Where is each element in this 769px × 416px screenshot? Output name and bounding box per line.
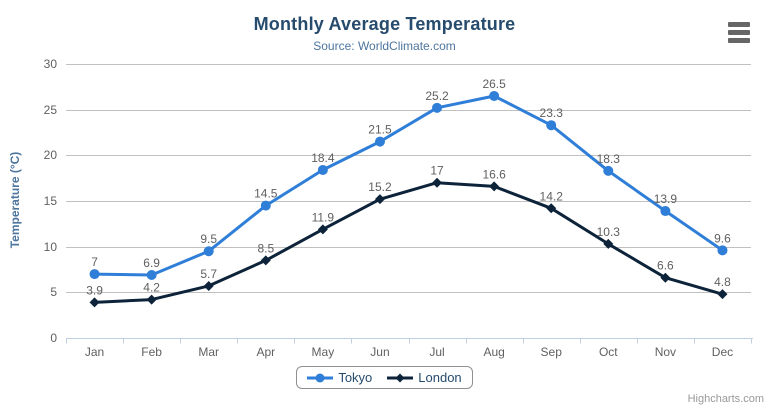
x-axis-label: Mar <box>198 345 219 359</box>
point-london-oct[interactable] <box>603 238 614 249</box>
legend-circle-marker-icon <box>307 373 334 382</box>
chart-subtitle: Source: WorldClimate.com <box>313 39 456 53</box>
data-label-london: 4.2 <box>143 281 160 295</box>
legend-item-london[interactable]: London <box>387 370 462 385</box>
point-london-nov[interactable] <box>660 272 671 283</box>
series-line-london <box>93 181 724 304</box>
data-label-tokyo: 13.9 <box>654 192 678 206</box>
legend-label: London <box>418 370 462 385</box>
series-line-tokyo <box>93 94 724 277</box>
y-axis-label: 0 <box>50 331 57 345</box>
chart-context-menu-button[interactable] <box>728 22 750 43</box>
point-london-jan[interactable] <box>89 297 100 308</box>
y-axis-label: 10 <box>44 240 58 254</box>
point-tokyo-feb[interactable] <box>146 269 157 280</box>
credits-link[interactable]: Highcharts.com <box>687 393 764 405</box>
data-label-tokyo: 14.5 <box>254 187 278 201</box>
y-axis-label: 25 <box>44 103 58 117</box>
data-label-london: 4.8 <box>714 275 731 289</box>
x-axis-label: Sep <box>541 345 563 359</box>
data-label-london: 15.2 <box>368 180 392 194</box>
data-label-tokyo: 9.6 <box>714 231 731 245</box>
data-label-tokyo: 7 <box>91 255 98 269</box>
data-label-london: 14.2 <box>540 189 564 203</box>
point-tokyo-nov[interactable] <box>660 206 671 217</box>
y-axis-label: 20 <box>44 148 58 162</box>
x-axis-label: Aug <box>483 345 504 359</box>
data-label-london: 10.3 <box>597 225 621 239</box>
data-label-tokyo: 26.5 <box>482 77 506 91</box>
point-tokyo-jul[interactable] <box>432 102 443 113</box>
x-axis-label: Apr <box>256 345 275 359</box>
y-axis-title: Temperature (°C) <box>8 151 22 249</box>
data-label-london: 3.9 <box>86 283 103 297</box>
data-label-london: 5.7 <box>200 267 217 281</box>
y-axis-label: 5 <box>50 285 57 299</box>
legend-item-tokyo[interactable]: Tokyo <box>307 370 372 385</box>
data-label-tokyo: 6.9 <box>143 256 160 270</box>
y-axis-label: 15 <box>44 194 58 208</box>
legend-label: Tokyo <box>338 370 373 385</box>
point-tokyo-oct[interactable] <box>603 165 614 176</box>
data-label-london: 11.9 <box>312 210 335 224</box>
y-axis-label: 30 <box>44 57 58 71</box>
point-london-sep[interactable] <box>546 203 557 214</box>
x-axis-label: May <box>312 345 335 359</box>
point-tokyo-apr[interactable] <box>260 200 271 211</box>
point-london-apr[interactable] <box>260 255 271 266</box>
data-label-tokyo: 9.5 <box>200 232 217 246</box>
point-tokyo-jun[interactable] <box>374 136 385 147</box>
legend: Tokyo London <box>0 366 769 389</box>
data-label-tokyo: 25.2 <box>425 89 449 103</box>
point-london-aug[interactable] <box>489 181 500 192</box>
legend-box: Tokyo London <box>296 366 473 389</box>
point-tokyo-may[interactable] <box>317 164 328 175</box>
x-axis-label: Jul <box>429 345 444 359</box>
point-tokyo-jan[interactable] <box>89 269 100 280</box>
hamburger-icon <box>728 22 750 43</box>
x-axis-label: Feb <box>141 345 162 359</box>
point-london-jul[interactable] <box>432 177 443 188</box>
point-london-dec[interactable] <box>717 289 728 300</box>
x-axis-label: Oct <box>599 345 618 359</box>
data-label-tokyo: 23.3 <box>540 106 564 120</box>
x-axis-label: Jan <box>85 345 104 359</box>
data-label-london: 8.5 <box>257 241 274 255</box>
x-axis-label: Jun <box>370 345 389 359</box>
chart-title: Monthly Average Temperature <box>253 14 516 34</box>
point-tokyo-dec[interactable] <box>717 245 728 256</box>
point-london-may[interactable] <box>317 224 328 235</box>
point-tokyo-sep[interactable] <box>546 120 557 131</box>
data-label-tokyo: 18.3 <box>597 152 621 166</box>
point-london-jun[interactable] <box>374 194 385 205</box>
data-label-london: 6.6 <box>657 259 674 273</box>
data-label-tokyo: 18.4 <box>311 151 335 165</box>
point-tokyo-mar[interactable] <box>203 246 214 257</box>
point-london-feb[interactable] <box>146 294 157 305</box>
x-axis-label: Nov <box>655 345 676 359</box>
point-tokyo-aug[interactable] <box>489 90 500 101</box>
data-label-london: 17 <box>430 164 444 178</box>
legend-diamond-marker-icon <box>387 373 414 382</box>
point-london-mar[interactable] <box>203 280 214 291</box>
x-axis-label: Dec <box>712 345 733 359</box>
data-label-tokyo: 21.5 <box>368 123 392 137</box>
data-label-london: 16.6 <box>482 167 506 181</box>
